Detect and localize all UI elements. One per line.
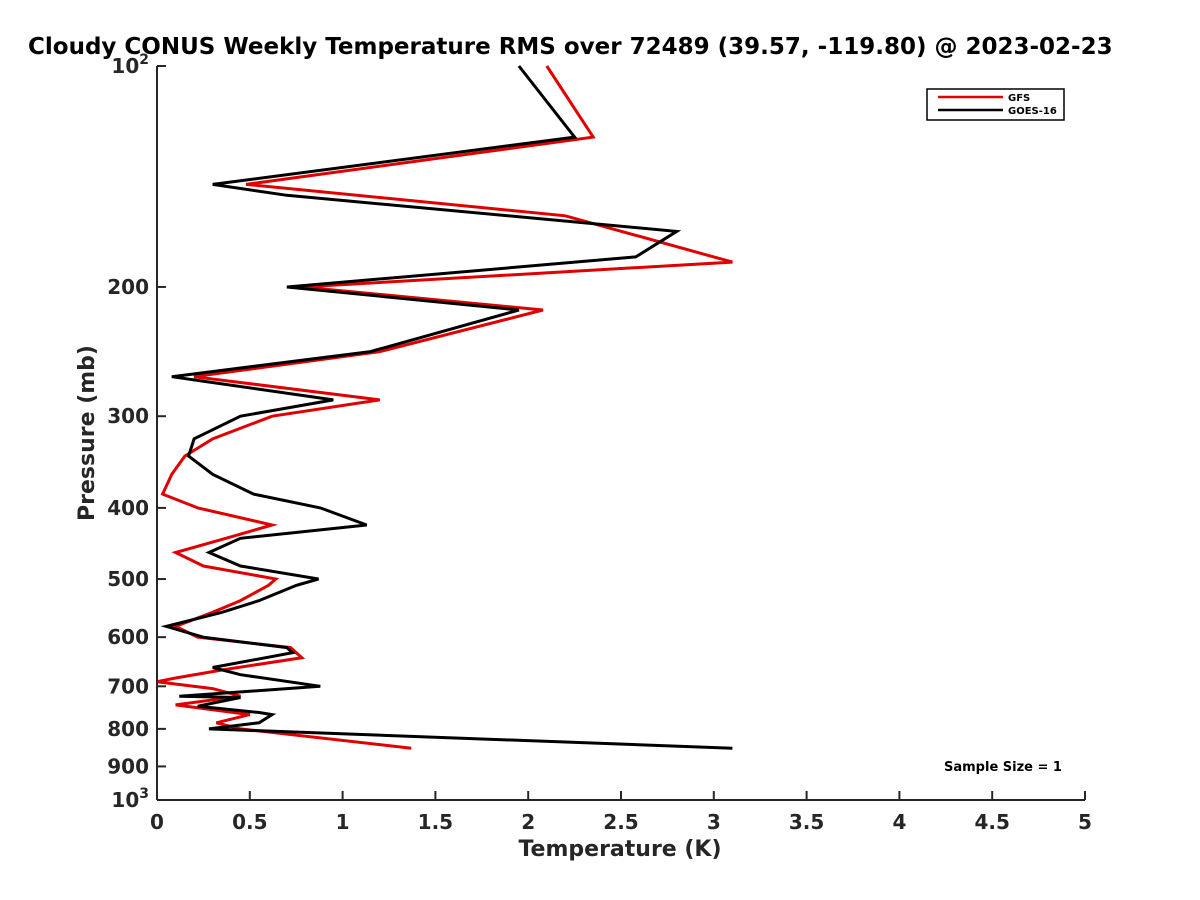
- y-axis-label: Pressure (mb): [75, 345, 100, 521]
- legend-box: [926, 88, 1065, 121]
- x-tick-label: 0.5: [232, 810, 267, 834]
- x-tick-label: 3.5: [789, 810, 824, 834]
- x-tick-label: 4.5: [974, 810, 1009, 834]
- x-tick-label: 5: [1078, 810, 1092, 834]
- x-axis-label: Temperature (K): [518, 837, 721, 862]
- x-tick-label: 3: [707, 810, 721, 834]
- y-tick-label: 900: [107, 754, 149, 778]
- y-tick-label: 103: [111, 786, 149, 812]
- series-line-goes-16: [160, 65, 733, 750]
- x-tick-label: 2: [521, 810, 535, 834]
- y-tick-label: 300: [107, 404, 149, 428]
- chart-title: Cloudy CONUS Weekly Temperature RMS over…: [28, 34, 1113, 60]
- sample-size-annotation: Sample Size = 1: [944, 760, 1062, 775]
- x-tick-label: 0: [150, 810, 164, 834]
- y-tick-label: 800: [107, 717, 149, 741]
- x-tick-label: 1.5: [418, 810, 453, 834]
- y-tick-label: 102: [111, 52, 149, 78]
- legend: GFS GOES-16: [926, 88, 1065, 121]
- y-tick-label: 600: [107, 625, 149, 649]
- x-tick-label: 4: [892, 810, 906, 834]
- y-tick-label: 500: [107, 567, 149, 591]
- x-tick-label: 1: [336, 810, 350, 834]
- y-tick-label: 400: [107, 496, 149, 520]
- plot-area: 0 0.5 1 1.5 2 2.5 3 3.5 4 4.5 5 102 200 300 400 500 600 7…: [107, 52, 1092, 834]
- y-tick-label: 700: [107, 674, 149, 698]
- series-line-gfs: [156, 65, 733, 750]
- legend-label-gfs: GFS: [1008, 93, 1030, 104]
- x-tick-label: 2.5: [603, 810, 638, 834]
- y-tick-label: 200: [107, 275, 149, 299]
- legend-label-goes-16: GOES-16: [1008, 106, 1057, 117]
